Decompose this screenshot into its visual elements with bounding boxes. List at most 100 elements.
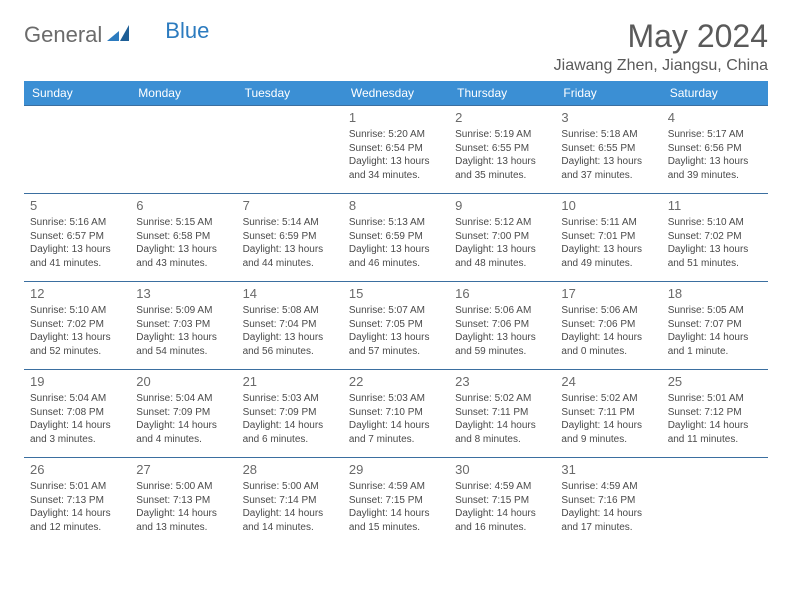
day-number: 2	[455, 110, 549, 125]
day-number: 6	[136, 198, 230, 213]
calendar-day-cell: 11 Sunrise: 5:10 AMSunset: 7:02 PMDayligh…	[662, 194, 768, 282]
title-block: May 2024 Jiawang Zhen, Jiangsu, China	[554, 18, 768, 75]
day-info: Sunrise: 5:06 AMSunset: 7:06 PMDaylight:…	[561, 304, 655, 358]
weekday-header: Wednesday	[343, 81, 449, 106]
calendar-day-cell: 27 Sunrise: 5:00 AMSunset: 7:13 PMDayligh…	[130, 458, 236, 546]
day-number: 25	[668, 374, 762, 389]
day-number: 18	[668, 286, 762, 301]
day-info: Sunrise: 5:10 AMSunset: 7:02 PMDaylight:…	[30, 304, 124, 358]
logo-text-blue: Blue	[165, 18, 209, 44]
day-number: 22	[349, 374, 443, 389]
day-number: 7	[243, 198, 337, 213]
day-info: Sunrise: 5:15 AMSunset: 6:58 PMDaylight:…	[136, 216, 230, 270]
calendar-day-cell: 1 Sunrise: 5:20 AMSunset: 6:54 PMDaylight…	[343, 106, 449, 194]
calendar-day-cell: 10 Sunrise: 5:11 AMSunset: 7:01 PMDayligh…	[555, 194, 661, 282]
day-info: Sunrise: 5:02 AMSunset: 7:11 PMDaylight:…	[561, 392, 655, 446]
weekday-header: Monday	[130, 81, 236, 106]
day-number: 13	[136, 286, 230, 301]
day-info: Sunrise: 5:04 AMSunset: 7:09 PMDaylight:…	[136, 392, 230, 446]
calendar-day-cell: 24 Sunrise: 5:02 AMSunset: 7:11 PMDayligh…	[555, 370, 661, 458]
day-info: Sunrise: 5:20 AMSunset: 6:54 PMDaylight:…	[349, 128, 443, 182]
day-number: 27	[136, 462, 230, 477]
calendar-week-row: 5 Sunrise: 5:16 AMSunset: 6:57 PMDaylight…	[24, 194, 768, 282]
day-number: 24	[561, 374, 655, 389]
day-info: Sunrise: 5:14 AMSunset: 6:59 PMDaylight:…	[243, 216, 337, 270]
day-number: 4	[668, 110, 762, 125]
day-number: 19	[30, 374, 124, 389]
day-number: 12	[30, 286, 124, 301]
calendar-day-cell: 31 Sunrise: 4:59 AMSunset: 7:16 PMDayligh…	[555, 458, 661, 546]
day-number: 26	[30, 462, 124, 477]
day-number: 23	[455, 374, 549, 389]
day-number: 16	[455, 286, 549, 301]
calendar-day-cell: 19 Sunrise: 5:04 AMSunset: 7:08 PMDayligh…	[24, 370, 130, 458]
header: General Blue May 2024 Jiawang Zhen, Jian…	[24, 18, 768, 75]
calendar-day-cell	[130, 106, 236, 194]
day-number: 5	[30, 198, 124, 213]
calendar-day-cell	[237, 106, 343, 194]
day-info: Sunrise: 5:16 AMSunset: 6:57 PMDaylight:…	[30, 216, 124, 270]
day-info: Sunrise: 5:03 AMSunset: 7:10 PMDaylight:…	[349, 392, 443, 446]
day-info: Sunrise: 5:18 AMSunset: 6:55 PMDaylight:…	[561, 128, 655, 182]
weekday-header: Sunday	[24, 81, 130, 106]
calendar-day-cell: 29Sunrise: 4:59 AMSunset: 7:15 PMDayligh…	[343, 458, 449, 546]
calendar-day-cell: 12 Sunrise: 5:10 AMSunset: 7:02 PMDayligh…	[24, 282, 130, 370]
calendar-day-cell: 18 Sunrise: 5:05 AMSunset: 7:07 PMDayligh…	[662, 282, 768, 370]
day-number: 9	[455, 198, 549, 213]
calendar-day-cell: 4Sunrise: 5:17 AMSunset: 6:56 PMDaylight…	[662, 106, 768, 194]
day-info: Sunrise: 5:10 AMSunset: 7:02 PMDaylight:…	[668, 216, 762, 270]
calendar-day-cell: 9 Sunrise: 5:12 AMSunset: 7:00 PMDaylight…	[449, 194, 555, 282]
day-number: 1	[349, 110, 443, 125]
day-info: Sunrise: 5:13 AMSunset: 6:59 PMDaylight:…	[349, 216, 443, 270]
calendar-day-cell: 3Sunrise: 5:18 AMSunset: 6:55 PMDaylight…	[555, 106, 661, 194]
day-number: 10	[561, 198, 655, 213]
calendar-day-cell: 21 Sunrise: 5:03 AMSunset: 7:09 PMDayligh…	[237, 370, 343, 458]
logo: General Blue	[24, 18, 209, 48]
day-number: 28	[243, 462, 337, 477]
day-info: Sunrise: 5:01 AMSunset: 7:12 PMDaylight:…	[668, 392, 762, 446]
calendar-day-cell: 23Sunrise: 5:02 AMSunset: 7:11 PMDayligh…	[449, 370, 555, 458]
weekday-header: Friday	[555, 81, 661, 106]
day-info: Sunrise: 5:12 AMSunset: 7:00 PMDaylight:…	[455, 216, 549, 270]
day-number: 8	[349, 198, 443, 213]
calendar-day-cell: 26 Sunrise: 5:01 AMSunset: 7:13 PMDayligh…	[24, 458, 130, 546]
day-info: Sunrise: 5:04 AMSunset: 7:08 PMDaylight:…	[30, 392, 124, 446]
day-number: 15	[349, 286, 443, 301]
weekday-header: Thursday	[449, 81, 555, 106]
logo-text-general: General	[24, 22, 102, 48]
day-info: Sunrise: 5:01 AMSunset: 7:13 PMDaylight:…	[30, 480, 124, 534]
logo-mark-icon	[107, 25, 129, 46]
day-number: 20	[136, 374, 230, 389]
calendar-header-row: SundayMondayTuesdayWednesdayThursdayFrid…	[24, 81, 768, 106]
calendar-week-row: 12 Sunrise: 5:10 AMSunset: 7:02 PMDayligh…	[24, 282, 768, 370]
weekday-header: Tuesday	[237, 81, 343, 106]
calendar-day-cell	[662, 458, 768, 546]
calendar-day-cell: 16Sunrise: 5:06 AMSunset: 7:06 PMDayligh…	[449, 282, 555, 370]
day-number: 11	[668, 198, 762, 213]
day-number: 30	[455, 462, 549, 477]
day-info: Sunrise: 5:03 AMSunset: 7:09 PMDaylight:…	[243, 392, 337, 446]
calendar-day-cell: 28Sunrise: 5:00 AMSunset: 7:14 PMDayligh…	[237, 458, 343, 546]
day-number: 29	[349, 462, 443, 477]
day-number: 31	[561, 462, 655, 477]
calendar-day-cell: 5 Sunrise: 5:16 AMSunset: 6:57 PMDaylight…	[24, 194, 130, 282]
day-number: 14	[243, 286, 337, 301]
weekday-header: Saturday	[662, 81, 768, 106]
day-info: Sunrise: 5:11 AMSunset: 7:01 PMDaylight:…	[561, 216, 655, 270]
calendar-day-cell: 17Sunrise: 5:06 AMSunset: 7:06 PMDayligh…	[555, 282, 661, 370]
calendar-day-cell: 22 Sunrise: 5:03 AMSunset: 7:10 PMDayligh…	[343, 370, 449, 458]
day-info: Sunrise: 5:00 AMSunset: 7:13 PMDaylight:…	[136, 480, 230, 534]
calendar-day-cell: 13 Sunrise: 5:09 AMSunset: 7:03 PMDayligh…	[130, 282, 236, 370]
day-number: 21	[243, 374, 337, 389]
day-info: Sunrise: 5:09 AMSunset: 7:03 PMDaylight:…	[136, 304, 230, 358]
calendar-day-cell: 7 Sunrise: 5:14 AMSunset: 6:59 PMDaylight…	[237, 194, 343, 282]
day-info: Sunrise: 4:59 AMSunset: 7:16 PMDaylight:…	[561, 480, 655, 534]
day-info: Sunrise: 5:07 AMSunset: 7:05 PMDaylight:…	[349, 304, 443, 358]
day-info: Sunrise: 5:08 AMSunset: 7:04 PMDaylight:…	[243, 304, 337, 358]
day-info: Sunrise: 5:05 AMSunset: 7:07 PMDaylight:…	[668, 304, 762, 358]
calendar-day-cell: 15 Sunrise: 5:07 AMSunset: 7:05 PMDayligh…	[343, 282, 449, 370]
calendar-week-row: 1 Sunrise: 5:20 AMSunset: 6:54 PMDaylight…	[24, 106, 768, 194]
calendar-week-row: 19 Sunrise: 5:04 AMSunset: 7:08 PMDayligh…	[24, 370, 768, 458]
day-info: Sunrise: 5:19 AMSunset: 6:55 PMDaylight:…	[455, 128, 549, 182]
calendar-day-cell: 14 Sunrise: 5:08 AMSunset: 7:04 PMDayligh…	[237, 282, 343, 370]
